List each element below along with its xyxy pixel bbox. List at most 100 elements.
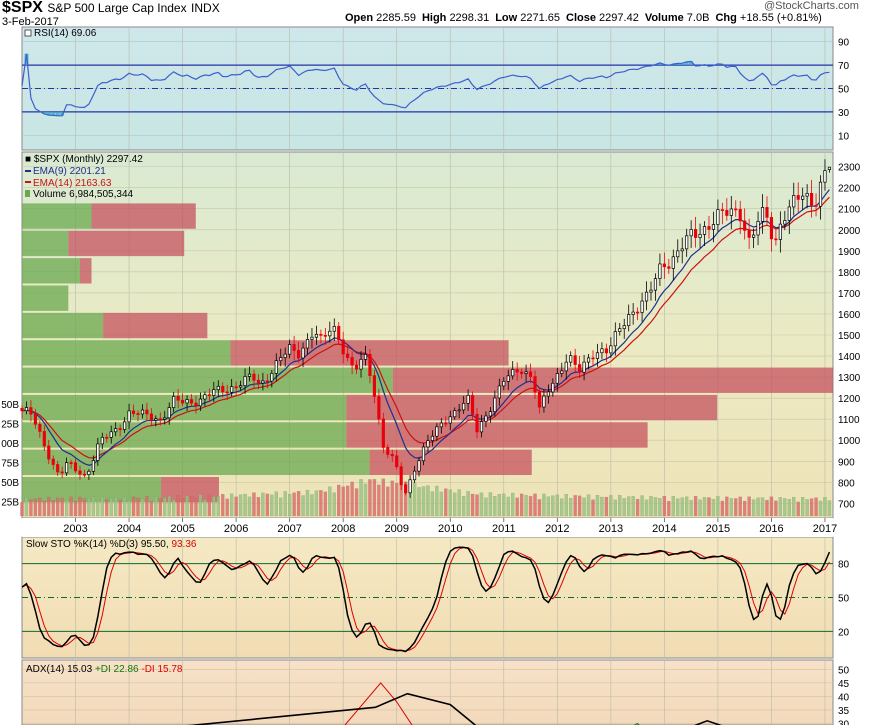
volume-bar [131,496,136,517]
candle-body [533,376,537,393]
quote-open: Open 2285.59 [345,12,416,24]
candle-body [60,471,64,474]
volume-bar [743,500,747,517]
volume-bar [627,496,631,517]
rsi-tick-label: 70 [838,61,850,72]
candle-body [167,407,171,419]
volume-bar [653,497,658,517]
volume-tick-label: 00B [1,439,19,450]
vbp-up-bar [22,422,347,448]
volume-bar [635,498,640,517]
x-axis-label: 2017 [813,523,837,535]
volume-bar [421,486,426,517]
candle-body [412,470,417,481]
vbp-up-bar [22,230,69,257]
adx-tick-label: 50 [838,665,850,676]
candle-body [176,396,180,401]
candle-body [395,455,399,468]
candle-body [810,192,814,206]
volume-tick-label: 75B [1,459,19,470]
adx-legend-minus-di: -DI 15.78 [141,664,183,675]
volume-bar [591,499,595,517]
rsi-oversold-fill [42,111,65,116]
volume-bar [234,496,238,517]
candle-body [288,344,292,355]
candle-body [805,192,809,197]
x-axis-label: 2003 [63,523,87,535]
candle-body [729,208,733,216]
volume-bar [475,494,479,517]
volume-bar [448,489,452,517]
x-axis-label: 2008 [331,523,355,535]
candle-body [515,369,519,373]
adx-tick-label: 45 [838,679,850,690]
volume-bar [51,500,55,517]
x-axis-band [22,518,833,537]
candle-body [613,331,617,347]
volume-bar [537,499,542,517]
candle-body [399,466,403,486]
volume-bar [613,499,617,517]
candle-body [783,220,787,225]
price-tick-label: 1700 [838,289,861,300]
candle-body [752,234,756,238]
candle-body [140,409,145,415]
candle-body [569,355,573,363]
candle-body [734,208,738,211]
volume-bar [524,495,528,517]
candle-body [408,479,412,494]
volume-bar [801,497,805,517]
volume-bar [105,499,109,517]
volume-legend: Volume 6,984,505,344 [33,189,134,200]
volume-bar [506,496,510,517]
candle-body [368,353,372,376]
vbp-down-bar [79,258,92,284]
volume-bar [488,492,493,517]
candle-body [73,462,78,472]
adx-legend-title: ADX(14) 15.03 +DI 22.86 -DI 15.78 [26,664,183,675]
candle-body [270,373,274,382]
vbp-down-bar [369,449,532,476]
quote-label: High [421,12,450,24]
candle-body [145,409,149,415]
volume-bar [180,498,185,517]
volume-bar [395,483,399,517]
candle-body [818,181,823,207]
volume-bar [502,493,506,517]
volume-bar [792,496,796,517]
volume-bar [765,499,769,517]
candle-body [24,407,29,412]
candle-body [827,166,832,171]
candle-body [47,445,51,460]
volume-bar [453,492,457,517]
candle-body [658,263,662,280]
volume-bar [493,496,497,517]
candle-body [578,364,582,373]
candle-body [96,443,100,461]
price-tick-label: 900 [838,457,855,468]
quote-value: +18.55 (+0.81%) [739,12,822,24]
candle-body [667,266,671,269]
volume-bar [511,492,515,517]
quote-value: 2297.42 [599,12,639,24]
volume-bar [640,495,644,517]
quote-row: Open 2285.59 High 2298.31 Low 2271.65 Close… [345,12,828,24]
volume-bar [711,499,716,517]
volume-bar [87,498,91,517]
candle-body [707,226,711,230]
volume-bar [760,497,765,517]
volume-bar [185,495,189,517]
volume-bar [457,489,461,517]
candle-body [823,170,827,183]
candle-body [123,421,127,430]
volume-bar [796,501,800,517]
volume-bar [466,491,470,517]
quote-label: Close [566,12,600,24]
price-tick-label: 1900 [838,247,861,258]
volume-bar [403,481,408,517]
candle-body [65,462,69,474]
quote-close: Close 2297.42 [566,12,639,24]
candle-body [453,410,457,418]
volume-bar [127,500,131,517]
candle-body [265,380,269,383]
